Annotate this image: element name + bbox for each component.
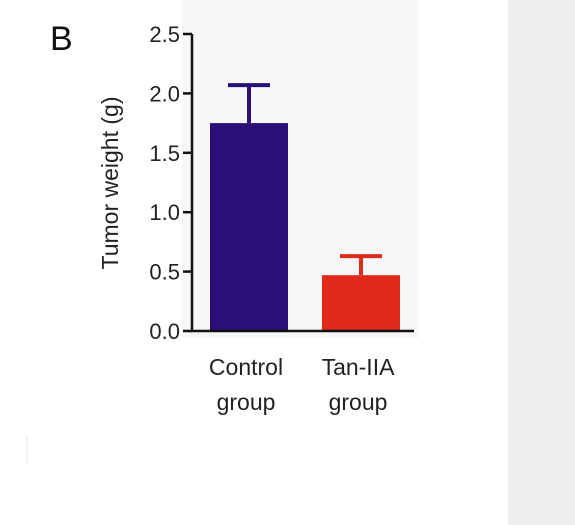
right-margin-panel [508,0,575,525]
axes-layer [183,32,414,333]
labels-layer: 0.0 0.5 1.0 1.5 2.0 2.5 Tumor weight (g) Contro… [97,22,395,415]
y-tick-label: 0.5 [149,260,180,285]
bar-chart: 0.0 0.5 1.0 1.5 2.0 2.5 Tumor weight (g) Contro… [97,22,414,415]
x-category-label: Control [209,354,283,380]
error-bars-layer [228,83,382,276]
bar [322,275,400,331]
y-axis-label: Tumor weight (g) [97,97,123,270]
y-tick-label: 0.0 [149,319,180,344]
bar [210,123,288,331]
y-tick-label: 2.5 [149,22,180,47]
y-tick-label: 1.5 [149,141,180,166]
panel-label: B [50,20,73,58]
y-tick-label: 1.0 [149,200,180,225]
bars-layer [210,123,400,331]
faint-margin-mark [26,436,28,464]
x-category-label: Tan-IIA [322,354,396,380]
y-tick-label: 2.0 [149,81,180,106]
x-category-label: group [329,389,388,415]
x-category-label: group [217,389,276,415]
